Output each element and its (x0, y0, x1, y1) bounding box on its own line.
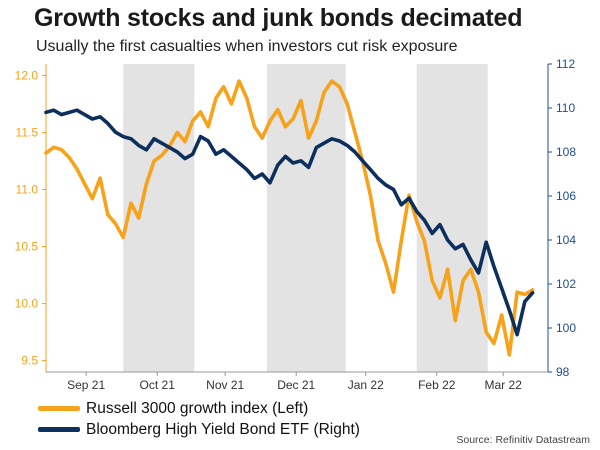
right-tick-label: 110 (556, 101, 575, 115)
right-tick-label: 102 (556, 277, 576, 291)
x-tick-label: Oct 21 (140, 378, 176, 392)
left-tick-label: 11.0 (16, 182, 39, 196)
left-tick-label: 11.5 (16, 125, 39, 139)
series-line-high-yield-etf (44, 108, 535, 337)
left-tick-label: 9.5 (21, 354, 38, 368)
chart-subtitle: Usually the first casualties when invest… (36, 38, 458, 55)
right-tick-label: 106 (556, 189, 576, 203)
legend-swatch-orange (38, 406, 80, 411)
legend-swatch-navy (38, 427, 80, 432)
right-tick-label: 104 (556, 233, 576, 247)
source-note: Source: Refinitiv Datastream (456, 434, 590, 446)
right-tick-label: 108 (556, 145, 576, 159)
right-tick-label: 100 (556, 321, 576, 335)
legend-label-bloomberg: Bloomberg High Yield Bond ETF (Right) (86, 420, 360, 438)
legend: Russell 3000 growth index (Left) Bloombe… (38, 398, 360, 440)
shaded-period-3 (416, 64, 488, 372)
x-tick-label: Jan 22 (348, 378, 384, 392)
shaded-period-1 (123, 64, 195, 372)
right-tick-label: 112 (556, 57, 575, 71)
x-tick-label: Sep 21 (67, 378, 105, 392)
x-tick-label: Dec 21 (277, 378, 315, 392)
legend-item-russell: Russell 3000 growth index (Left) (38, 398, 360, 419)
left-tick-label: 12.0 (15, 68, 39, 82)
series-line-russell-growth (44, 79, 535, 357)
legend-label-russell: Russell 3000 growth index (Left) (86, 399, 309, 417)
left-tick-label: 10.5 (15, 240, 39, 254)
right-tick-label: 98 (556, 365, 570, 379)
chart-title: Growth stocks and junk bonds decimated (34, 4, 523, 32)
x-tick-label: Nov 21 (206, 378, 244, 392)
legend-item-bloomberg: Bloomberg High Yield Bond ETF (Right) (38, 419, 360, 440)
x-tick-label: Feb 22 (418, 378, 456, 392)
left-tick-label: 10.0 (15, 297, 39, 311)
x-tick-label: Mar 22 (485, 378, 523, 392)
